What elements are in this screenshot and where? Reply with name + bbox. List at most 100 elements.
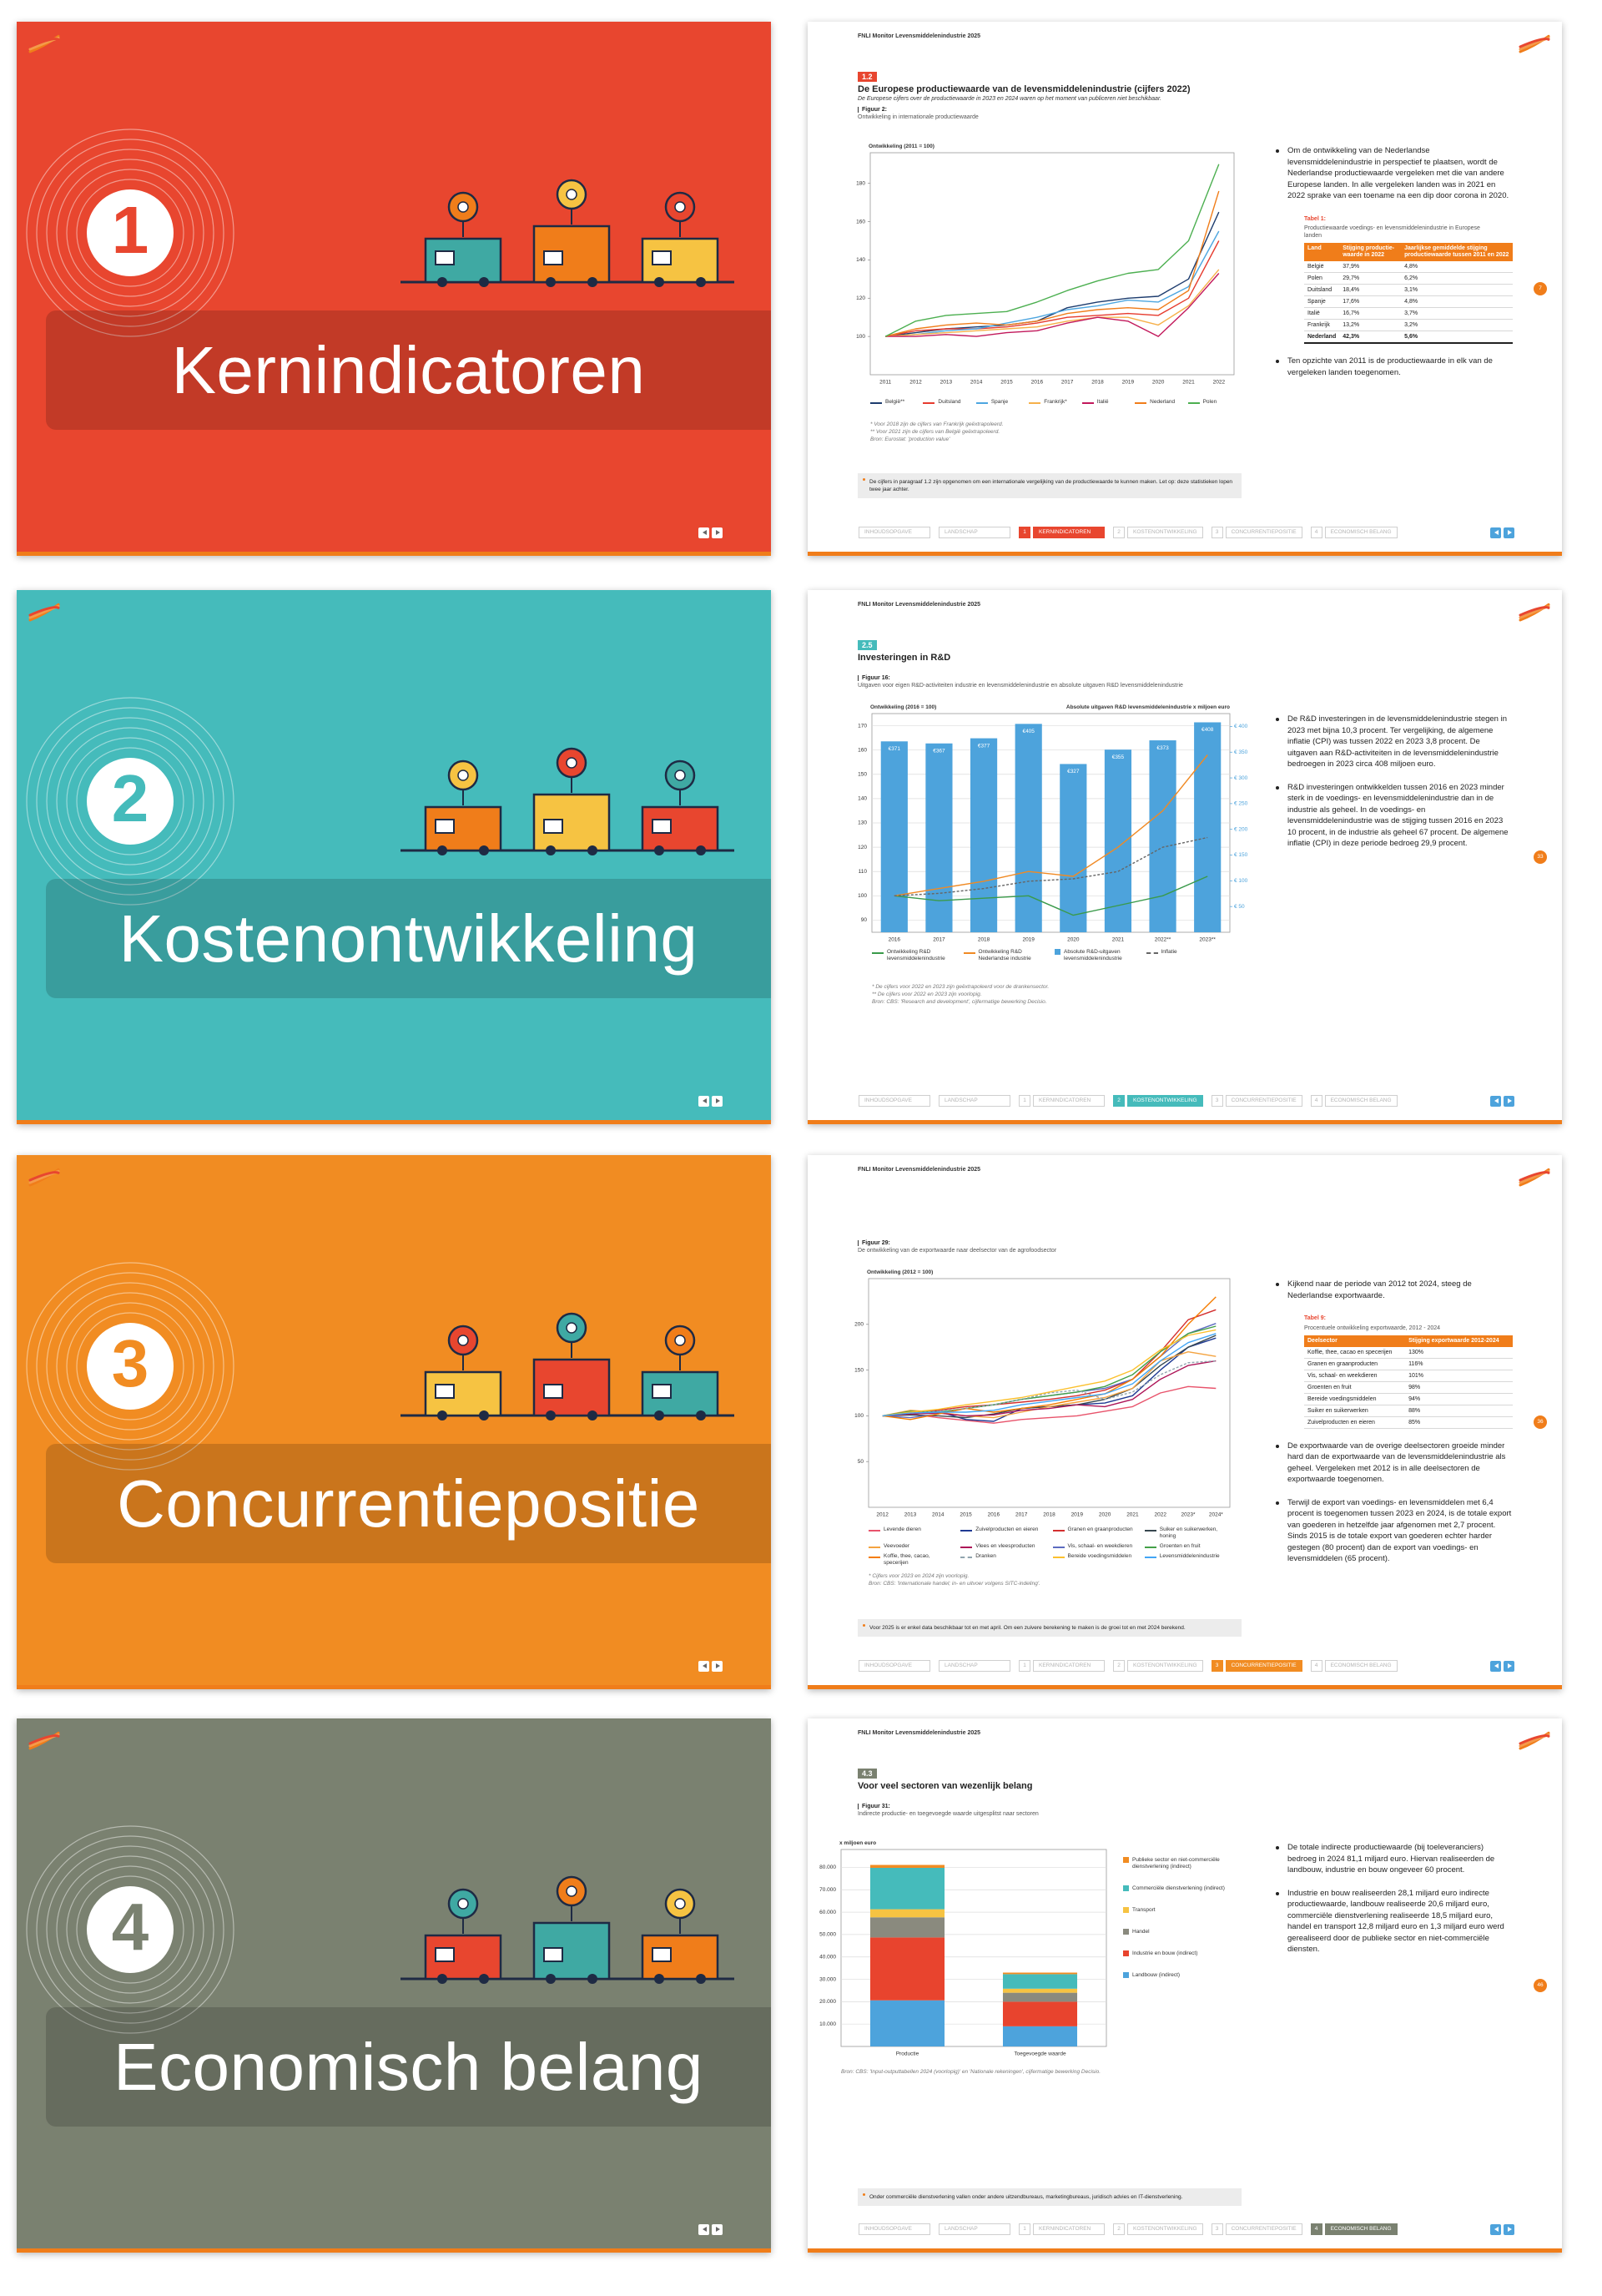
logo [1519,603,1550,622]
nav-item[interactable]: LANDSCHAP [939,1095,1010,1107]
nav-item[interactable]: INHOUDSOPGAVE [859,2223,930,2235]
logo-stroke [1519,1734,1550,1745]
table-row: België 37,9% 4,8% [1304,261,1513,273]
x-tick-label: 2016 [889,937,901,943]
x-tick-label: 2019 [1122,380,1135,386]
next-button[interactable] [712,527,723,538]
prev-button[interactable] [698,1661,709,1672]
legend-item: Commerciële dienstverlening (indirect) [1123,1885,1248,1892]
nav-item[interactable]: 4 ECONOMISCH BELANG [1310,1660,1398,1672]
table-cell: 116% [1405,1358,1513,1370]
ring [66,1865,194,1994]
nav-item[interactable]: INHOUDSOPGAVE [859,1095,930,1107]
table-row: Polen 29,7% 6,2% [1304,272,1513,285]
next-button[interactable] [712,1661,723,1672]
bar-segment [1002,2001,1078,2026]
next-button[interactable] [1504,527,1514,538]
nav-item[interactable]: 2 KOSTENONTWIKKELING [1113,1660,1203,1672]
y-axis-label: x miljoen euro [839,1840,876,1846]
number-disc [87,758,174,845]
y-tick-label: 100 [854,1413,864,1419]
bullet-text: R&D investeringen ontwikkelden tussen 20… [1287,782,1509,849]
nav-item[interactable]: LANDSCHAP [939,527,1010,538]
pin-dot [457,1335,469,1346]
ring [26,1262,234,1471]
wheel [654,277,664,287]
footnote-text: Onder commerciële dienstverlening vallen… [869,2194,1183,2200]
table-header: Stijging exportwaarde 2012-2024 [1405,1335,1513,1347]
nav-item[interactable]: 4 ECONOMISCH BELANG [1310,2223,1398,2235]
bullet: Terwijl de export van voedings- en leven… [1274,1497,1512,1565]
nav-item[interactable]: 3 CONCURRENTIEPOSITIE [1211,1095,1302,1107]
nav-label: CONCURRENTIEPOSITIE [1225,1660,1302,1672]
nav-label: INHOUDSOPGAVE [859,1660,930,1672]
slide-arrows [698,527,723,538]
legend-label: Zuivelproducten en eieren [975,1526,1039,1532]
legend-label: Spanje [990,399,1009,405]
logo-stroke [28,1734,60,1745]
line-series [882,1325,1217,1417]
nav-item[interactable]: 3 CONCURRENTIEPOSITIE [1211,527,1302,538]
legend-item: Vis, schaal- en weekdieren [1052,1543,1138,1550]
nav-item[interactable]: 4 ECONOMISCH BELANG [1310,527,1398,538]
next-button[interactable] [712,2224,723,2235]
nav-item[interactable]: 1 KERNINDICATOREN [1019,527,1105,538]
next-button[interactable] [1504,1096,1514,1107]
nav-item[interactable]: 3 CONCURRENTIEPOSITIE [1211,2223,1302,2235]
prev-button[interactable] [1490,527,1501,538]
prev-button[interactable] [698,1096,709,1107]
bullet-dot [1276,1501,1279,1505]
nav-item[interactable]: 2 KOSTENONTWIKKELING [1113,1095,1203,1107]
ring [26,1825,234,2034]
legend-label: Ontwikkeling R&D Nederlandse industrie [978,949,1031,961]
legend-label: Transport [1132,1907,1156,1913]
legend-item: Polen [1187,399,1234,406]
nav-item[interactable]: 4 ECONOMISCH BELANG [1310,1095,1398,1107]
ring [46,1282,214,1451]
x-tick-label: Productie [896,2051,919,2057]
prev-button[interactable] [698,2224,709,2235]
nav-item[interactable]: 2 KOSTENONTWIKKELING [1113,527,1203,538]
wheel [546,277,556,287]
nav-item[interactable]: 1 KERNINDICATOREN [1019,1660,1105,1672]
prev-button[interactable] [1490,1096,1501,1107]
illustration-block [424,1370,502,1417]
slide-art: 2 [26,697,734,906]
bar [1104,749,1132,932]
x-tick-label: 2021 [1112,937,1125,943]
prev-button[interactable] [1490,1661,1501,1672]
nav-label: LANDSCHAP [939,1660,1010,1672]
legend-swatch [1123,1929,1129,1935]
next-button[interactable] [1504,1661,1514,1672]
ring [76,179,184,287]
nav-item[interactable]: LANDSCHAP [939,2223,1010,2235]
nav-item[interactable]: INHOUDSOPGAVE [859,1660,930,1672]
illustration-window [543,250,563,265]
prev-button[interactable] [1490,2224,1501,2235]
bullet-text: De exportwaarde van de overige deelsecto… [1287,1441,1506,1485]
nav-label: KOSTENONTWIKKELING [1127,1095,1203,1107]
legend-swatch [960,1557,973,1558]
nav-item[interactable]: 1 KERNINDICATOREN [1019,2223,1105,2235]
nav-item[interactable]: 3 CONCURRENTIEPOSITIE [1211,1660,1302,1672]
bullet-dot [1276,1846,1279,1849]
logo-stroke [1519,606,1550,617]
nav-number: 3 [1211,1660,1223,1672]
nav-item[interactable]: INHOUDSOPGAVE [859,527,930,538]
table-header: Jaarlijkse gemiddelde stijging productie… [1401,243,1513,261]
number-disc [87,189,174,276]
x-tick-label: 2020 [1152,380,1165,386]
y-tick-label: 30.000 [819,1976,836,1982]
bar-value-label: €377 [978,743,990,749]
next-button[interactable] [712,1096,723,1107]
next-button[interactable] [1504,2224,1514,2235]
legend-item: Zuivelproducten en eieren [960,1526,1045,1540]
table-cell: 13,2% [1339,319,1402,331]
figure-label: Figuur 2: [858,107,887,113]
nav-item[interactable]: 1 KERNINDICATOREN [1019,1095,1105,1107]
bar-segment [869,2000,945,2046]
nav-item[interactable]: LANDSCHAP [939,1660,1010,1672]
nav-item[interactable]: 2 KOSTENONTWIKKELING [1113,2223,1203,2235]
prev-button[interactable] [698,527,709,538]
